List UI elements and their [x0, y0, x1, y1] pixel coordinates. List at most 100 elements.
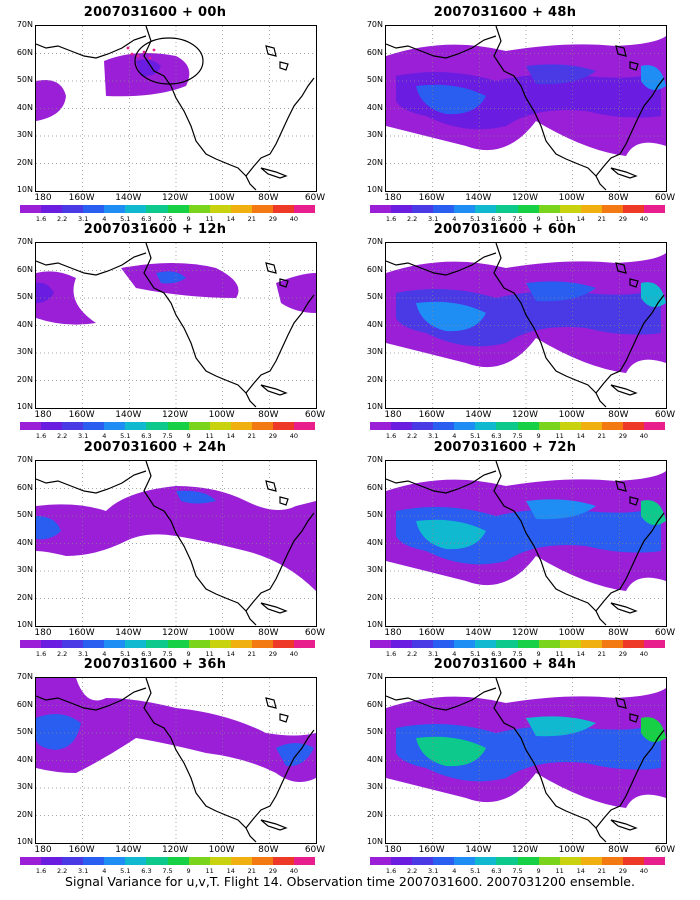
colorbar-swatch	[167, 640, 189, 648]
colorbar-label: 29	[268, 650, 277, 658]
colorbar-swatch	[41, 422, 63, 430]
longitude-label: 180	[34, 628, 52, 638]
latitude-label: 20N	[366, 809, 383, 819]
coastline	[615, 45, 639, 71]
colorbar-label: 14	[226, 867, 235, 875]
colorbar-label: 3.1	[78, 650, 89, 658]
latitude-label: 40N	[366, 319, 383, 329]
colorbar-swatch	[294, 422, 316, 430]
latitude-label: 10N	[16, 620, 33, 629]
variance-region	[396, 288, 661, 347]
colorbar-label: 29	[618, 867, 627, 875]
colorbar-label: 1.6	[385, 867, 397, 875]
latitude-label: 70N	[16, 237, 33, 246]
colorbar-swatch	[559, 640, 581, 648]
variance-region	[396, 723, 661, 782]
colorbar-label: 7.5	[512, 650, 523, 658]
colorbar-swatch	[62, 640, 84, 648]
colorbar	[370, 857, 666, 865]
longitude-label: 140W	[465, 628, 492, 638]
colorbar-label: 14	[576, 650, 585, 658]
longitude-label: 140W	[115, 193, 142, 203]
colorbar-label: 21	[247, 650, 256, 658]
colorbar-swatch	[538, 205, 560, 213]
colorbar-label: 6.3	[491, 650, 502, 658]
variance-region	[526, 716, 596, 737]
map-area	[35, 242, 317, 409]
colorbar-swatch	[601, 422, 623, 430]
colorbar-label: 7.5	[162, 215, 173, 223]
colorbar-label: 14	[226, 432, 235, 440]
longitude-label: 60W	[304, 845, 326, 855]
variance-region	[156, 271, 186, 284]
variance-region	[416, 519, 486, 550]
latitude-label: 30N	[16, 565, 33, 574]
colorbar-swatch	[538, 640, 560, 648]
colorbar-swatch	[272, 857, 295, 865]
variance-region	[526, 499, 596, 520]
observation-point	[130, 52, 134, 56]
colorbar-swatch	[146, 640, 168, 648]
colorbar-swatch	[517, 422, 539, 430]
latitude-label: 40N	[16, 102, 33, 112]
colorbar-swatch	[62, 205, 84, 213]
colorbar-label: 11	[205, 432, 214, 440]
coastline	[386, 470, 497, 494]
observation-point	[148, 56, 152, 60]
colorbar-label: 1.6	[35, 432, 47, 440]
colorbar-swatch	[644, 640, 666, 648]
colorbar-label: 29	[618, 650, 627, 658]
coastline	[245, 827, 257, 843]
longitude-label: 180	[384, 845, 402, 855]
colorbar-label: 5.1	[120, 215, 131, 223]
colorbar-swatch	[188, 640, 210, 648]
colorbar-swatch	[209, 857, 231, 865]
colorbar-swatch	[20, 205, 42, 213]
colorbar	[20, 857, 316, 865]
colorbar-swatch	[454, 857, 476, 865]
variance-region	[176, 490, 216, 504]
colorbar-label: 29	[268, 867, 277, 875]
panel-title: 2007031600 + 00h	[83, 5, 227, 20]
latitude-label: 10N	[366, 185, 383, 194]
latitude-label: 60N	[16, 47, 33, 57]
longitude-label: 120W	[161, 193, 189, 203]
colorbar-swatch	[167, 857, 189, 865]
longitude-label: 80W	[258, 193, 279, 203]
colorbar-swatch	[20, 422, 42, 430]
colorbar-swatch	[454, 205, 476, 213]
latitude-label: 70N	[366, 20, 383, 29]
colorbar-swatch	[475, 640, 497, 648]
colorbar-swatch	[412, 857, 434, 865]
longitude-label: 160W	[418, 628, 445, 638]
colorbar-swatch	[475, 205, 497, 213]
colorbar-label: 1.6	[35, 867, 47, 875]
colorbar-label: 7.5	[162, 867, 173, 875]
colorbar	[20, 422, 316, 430]
colorbar-swatch	[230, 857, 252, 865]
map-area	[35, 25, 317, 192]
longitude-label: 60W	[654, 845, 676, 855]
longitude-label: 80W	[608, 410, 629, 420]
colorbar-swatch	[209, 640, 231, 648]
latitude-label: 10N	[366, 402, 383, 411]
longitude-label: 160W	[68, 628, 95, 638]
variance-region	[396, 506, 661, 565]
colorbar-swatch	[167, 205, 189, 213]
colorbar-swatch	[391, 640, 413, 648]
longitude-label: 80W	[258, 845, 279, 855]
coastline	[245, 175, 257, 191]
map-area	[385, 25, 667, 192]
colorbar-swatch	[412, 205, 434, 213]
latitude-label: 10N	[16, 402, 33, 411]
longitude-label: 180	[34, 845, 52, 855]
longitude-label: 120W	[161, 410, 189, 420]
latitude-label: 70N	[366, 672, 383, 681]
latitude-label: 20N	[16, 374, 33, 384]
longitude-label: 100W	[558, 410, 585, 420]
map-area	[35, 460, 317, 627]
colorbar-label: 3.1	[428, 215, 439, 223]
colorbar-label: 4	[452, 215, 457, 223]
colorbar-label: 40	[289, 650, 299, 658]
colorbar-swatch	[251, 422, 273, 430]
